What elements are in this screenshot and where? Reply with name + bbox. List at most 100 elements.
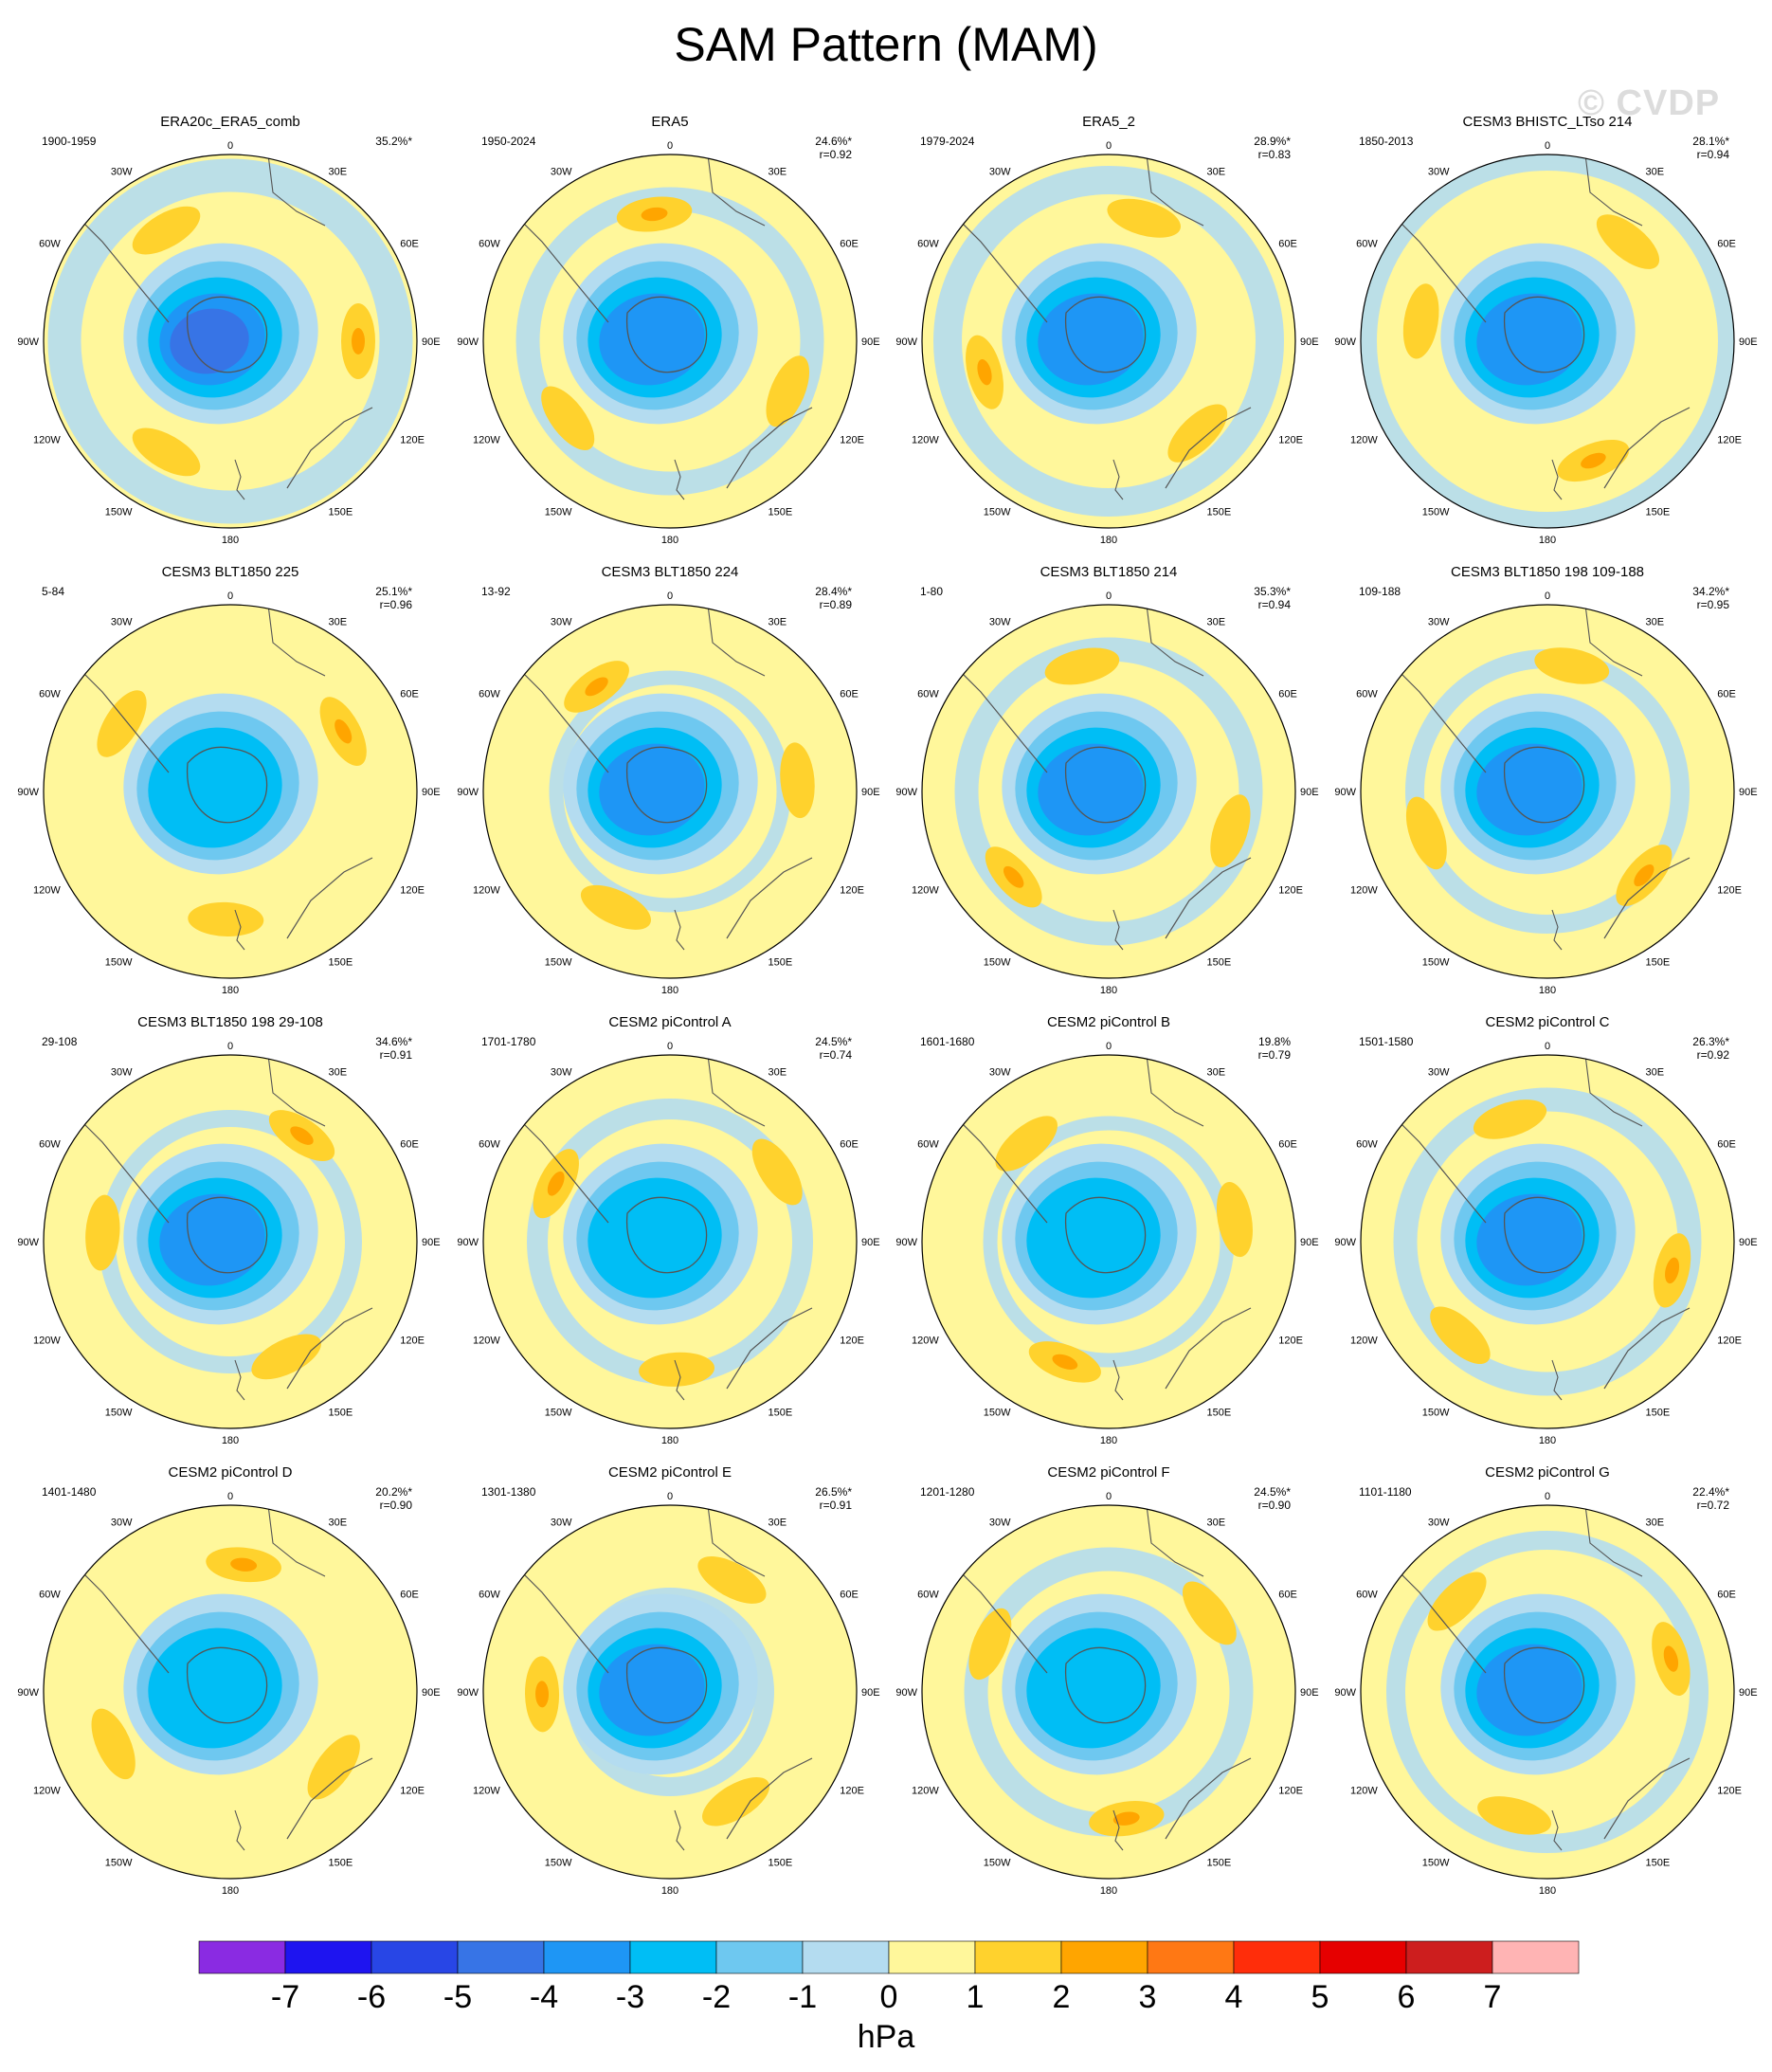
longitude-label: 0	[1545, 591, 1550, 602]
longitude-label: 150E	[768, 506, 793, 518]
longitude-label: 180	[661, 1435, 678, 1446]
positive-lobe	[307, 1735, 360, 1800]
positive-lobe-core	[1663, 1645, 1679, 1672]
positive-lobe	[766, 355, 810, 427]
antarctica-coastline	[1503, 746, 1585, 824]
longitude-label: 90W	[17, 787, 39, 798]
positive-lobe	[541, 386, 595, 450]
africa-coastline	[1146, 1055, 1204, 1127]
longitude-label: 90W	[17, 336, 39, 348]
positive-lobe	[1402, 283, 1439, 359]
longitude-label: 120E	[1717, 885, 1742, 897]
new-zealand-coastline	[1551, 909, 1563, 951]
panel-variance-pct: 35.2%*	[375, 135, 412, 148]
longitude-label: 30E	[1646, 167, 1665, 178]
map-border	[482, 154, 858, 529]
panel-variance-pct: 26.3%*	[1692, 1035, 1729, 1048]
longitude-label: 30W	[111, 167, 133, 178]
longitude-label: 60E	[400, 1590, 419, 1601]
longitude-label: 90E	[1739, 336, 1758, 348]
longitude-label: 180	[222, 1435, 239, 1446]
map-panel: 0 30E 60E 90E 120E 150E 180 150W 120W 90W 60W 30W CE…	[1334, 564, 1757, 996]
australia-coastline	[1603, 1757, 1691, 1840]
antarctica-coastline	[625, 1196, 708, 1274]
longitude-label: 150E	[1207, 1857, 1232, 1868]
positive-lobe-core	[290, 1126, 314, 1145]
new-zealand-coastline	[674, 1359, 685, 1401]
africa-coastline	[707, 1055, 766, 1127]
longitude-label: 60E	[1717, 689, 1736, 700]
map-panel: 0 30E 60E 90E 120E 150E 180 150W 120W 90W 60W 30W ER…	[457, 114, 879, 546]
colorbar-box	[1147, 1940, 1235, 1974]
longitude-label: 90W	[1334, 787, 1356, 798]
positive-lobe-core	[1003, 865, 1024, 888]
panel-variance-pct: 26.5%*	[815, 1485, 852, 1499]
panel-period: 1900-1959	[42, 135, 97, 148]
longitude-label: 150W	[1422, 1857, 1450, 1868]
antarctica-coastline	[186, 1196, 268, 1274]
panel-title: CESM3 BLT1850 198 109-188	[1451, 564, 1644, 580]
longitude-label: 150E	[1646, 1857, 1671, 1868]
panel-period: 29-108	[42, 1035, 78, 1048]
panel-variance-pct: 28.1%*	[1692, 135, 1729, 148]
africa-coastline	[1146, 1505, 1204, 1577]
longitude-label: 0	[1106, 1491, 1112, 1502]
positive-lobe	[97, 690, 147, 757]
positive-lobe	[968, 1608, 1012, 1681]
new-zealand-coastline	[234, 459, 245, 500]
colorbar-tick-label: 4	[1225, 1979, 1243, 2015]
longitude-label: 150E	[1207, 506, 1232, 518]
positive-lobe-core	[1665, 1257, 1680, 1284]
colorbar-tick-label: -6	[357, 1979, 386, 2015]
panel-pattern-correlation: r=0.79	[1258, 1048, 1292, 1062]
panel-period: 5-84	[42, 585, 64, 598]
longitude-label: 0	[667, 1491, 673, 1502]
map-panel: 0 30E 60E 90E 120E 150E 180 150W 120W 90W 60W 30W CE…	[1334, 1464, 1757, 1897]
longitude-label: 30W	[989, 1067, 1011, 1079]
longitude-label: 30E	[768, 1067, 787, 1079]
panel-pattern-correlation: r=0.72	[1697, 1499, 1730, 1512]
australia-coastline	[286, 857, 373, 939]
polar-low-contour	[159, 1193, 265, 1286]
longitude-label: 90W	[895, 336, 917, 348]
contour-field	[1361, 1505, 1734, 1879]
colorbar-box	[715, 1940, 804, 1974]
longitude-label: 180	[1539, 1435, 1556, 1446]
panel-pattern-correlation: r=0.90	[1258, 1499, 1292, 1512]
longitude-label: 60E	[400, 689, 419, 700]
longitude-label: 150E	[329, 956, 353, 968]
panel-pattern-correlation: r=0.74	[820, 1048, 853, 1062]
longitude-label: 90W	[895, 1237, 917, 1248]
antarctica-coastline	[186, 1646, 268, 1724]
longitude-label: 150W	[545, 1857, 572, 1868]
map-border	[921, 154, 1296, 529]
longitude-label: 150W	[105, 506, 133, 518]
map-border	[921, 1054, 1296, 1429]
colorbar-tick-label: -7	[271, 1979, 299, 2015]
longitude-label: 30E	[329, 1518, 348, 1529]
australia-coastline	[726, 1307, 813, 1390]
longitude-label: 60E	[1278, 1139, 1297, 1151]
positive-lobe-core	[977, 358, 992, 386]
positive-lobe-core	[335, 718, 353, 744]
longitude-label: 120W	[912, 1786, 939, 1797]
positive-lobe	[780, 742, 815, 819]
panel-pattern-correlation: r=0.83	[1258, 148, 1292, 161]
new-zealand-coastline	[1551, 1809, 1563, 1851]
longitude-label: 90E	[861, 1237, 880, 1248]
positive-lobe	[1182, 1581, 1237, 1645]
longitude-label: 150W	[984, 1857, 1011, 1868]
map-border	[43, 154, 418, 529]
longitude-label: 60E	[400, 1139, 419, 1151]
positive-lobe	[1534, 647, 1610, 684]
colorbar-box	[371, 1940, 459, 1974]
longitude-label: 120E	[840, 885, 864, 897]
longitude-label: 120E	[1717, 1786, 1742, 1797]
panel-period: 1101-1180	[1359, 1485, 1412, 1499]
positive-lobe	[1216, 1182, 1253, 1258]
longitude-label: 90W	[457, 1687, 479, 1699]
longitude-label: 0	[667, 1041, 673, 1052]
panel-period: 1501-1580	[1359, 1035, 1414, 1048]
longitude-label: 180	[661, 985, 678, 996]
longitude-label: 90E	[1739, 1687, 1758, 1699]
